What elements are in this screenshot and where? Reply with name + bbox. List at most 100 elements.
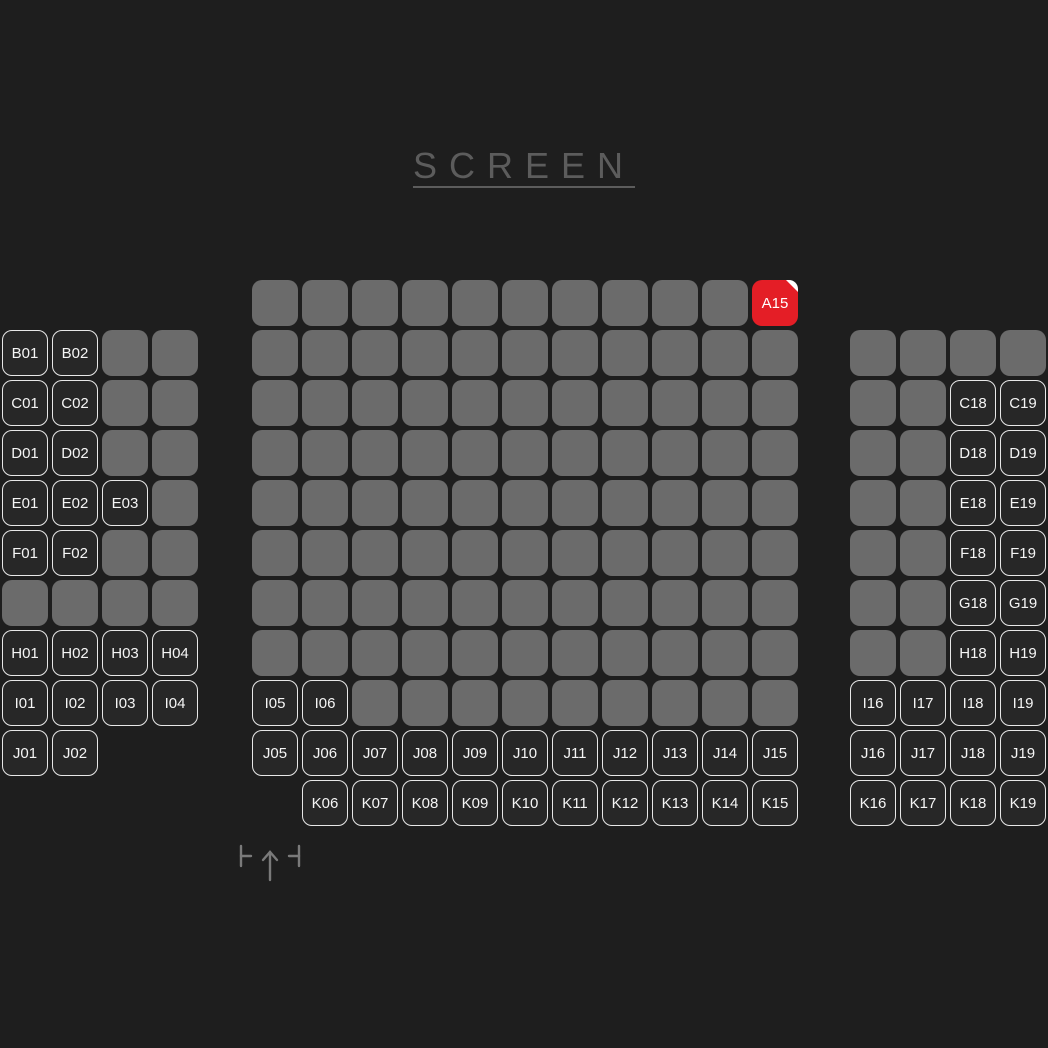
- seat-i17[interactable]: I17: [900, 680, 946, 726]
- seat-j08[interactable]: J08: [402, 730, 448, 776]
- seat-e06: E06: [302, 480, 348, 526]
- seat-j02[interactable]: J02: [52, 730, 98, 776]
- seat-j17[interactable]: J17: [900, 730, 946, 776]
- seat-h19[interactable]: H19: [1000, 630, 1046, 676]
- seat-j05[interactable]: J05: [252, 730, 298, 776]
- seat-i01[interactable]: I01: [2, 680, 48, 726]
- seat-c02[interactable]: C02: [52, 380, 98, 426]
- seat-j18[interactable]: J18: [950, 730, 996, 776]
- seat-d15: D15: [752, 430, 798, 476]
- seat-g07: G07: [352, 580, 398, 626]
- seat-c18[interactable]: C18: [950, 380, 996, 426]
- seat-g06: G06: [302, 580, 348, 626]
- seat-e17: E17: [900, 480, 946, 526]
- seat-b18: B18: [950, 330, 996, 376]
- seat-j12[interactable]: J12: [602, 730, 648, 776]
- seat-i06[interactable]: I06: [302, 680, 348, 726]
- seat-k06[interactable]: K06: [302, 780, 348, 826]
- seat-c19[interactable]: C19: [1000, 380, 1046, 426]
- seat-j06[interactable]: J06: [302, 730, 348, 776]
- seat-f14: F14: [702, 530, 748, 576]
- seat-e18[interactable]: E18: [950, 480, 996, 526]
- seat-h18[interactable]: H18: [950, 630, 996, 676]
- seat-f08: F08: [402, 530, 448, 576]
- seat-k19[interactable]: K19: [1000, 780, 1046, 826]
- seat-c09: C09: [452, 380, 498, 426]
- seat-d19[interactable]: D19: [1000, 430, 1046, 476]
- seat-i16[interactable]: I16: [850, 680, 896, 726]
- seat-k09[interactable]: K09: [452, 780, 498, 826]
- seat-h03[interactable]: H03: [102, 630, 148, 676]
- seat-d18[interactable]: D18: [950, 430, 996, 476]
- seat-d02[interactable]: D02: [52, 430, 98, 476]
- seat-b10: B10: [502, 330, 548, 376]
- seat-b16: B16: [850, 330, 896, 376]
- seat-h01[interactable]: H01: [2, 630, 48, 676]
- seat-j07[interactable]: J07: [352, 730, 398, 776]
- seat-d01[interactable]: D01: [2, 430, 48, 476]
- seat-e19[interactable]: E19: [1000, 480, 1046, 526]
- seat-h04[interactable]: H04: [152, 630, 198, 676]
- seat-f07: F07: [352, 530, 398, 576]
- seat-j01[interactable]: J01: [2, 730, 48, 776]
- seat-g02: G02: [52, 580, 98, 626]
- seat-k13[interactable]: K13: [652, 780, 698, 826]
- seat-k08[interactable]: K08: [402, 780, 448, 826]
- seat-f04: F04: [152, 530, 198, 576]
- seat-g04: G04: [152, 580, 198, 626]
- seat-e13: E13: [652, 480, 698, 526]
- seat-a09: A09: [452, 280, 498, 326]
- seat-j15[interactable]: J15: [752, 730, 798, 776]
- seat-j16[interactable]: J16: [850, 730, 896, 776]
- seat-f02[interactable]: F02: [52, 530, 98, 576]
- seat-i03[interactable]: I03: [102, 680, 148, 726]
- seat-c06: C06: [302, 380, 348, 426]
- seat-b05: B05: [252, 330, 298, 376]
- seat-i04[interactable]: I04: [152, 680, 198, 726]
- seat-j09[interactable]: J09: [452, 730, 498, 776]
- seat-j10[interactable]: J10: [502, 730, 548, 776]
- seat-k15[interactable]: K15: [752, 780, 798, 826]
- seat-k11[interactable]: K11: [552, 780, 598, 826]
- seat-a07: A07: [352, 280, 398, 326]
- seat-d11: D11: [552, 430, 598, 476]
- seat-g18[interactable]: G18: [950, 580, 996, 626]
- seat-h02[interactable]: H02: [52, 630, 98, 676]
- seat-j13[interactable]: J13: [652, 730, 698, 776]
- seat-c12: C12: [602, 380, 648, 426]
- seat-g11: G11: [552, 580, 598, 626]
- seat-k07[interactable]: K07: [352, 780, 398, 826]
- seat-e03[interactable]: E03: [102, 480, 148, 526]
- seat-i05[interactable]: I05: [252, 680, 298, 726]
- seat-j19[interactable]: J19: [1000, 730, 1046, 776]
- seat-d17: D17: [900, 430, 946, 476]
- seat-g19[interactable]: G19: [1000, 580, 1046, 626]
- seat-f19[interactable]: F19: [1000, 530, 1046, 576]
- seat-a12: A12: [602, 280, 648, 326]
- seat-k16[interactable]: K16: [850, 780, 896, 826]
- seat-k12[interactable]: K12: [602, 780, 648, 826]
- seat-j11[interactable]: J11: [552, 730, 598, 776]
- seat-j14[interactable]: J14: [702, 730, 748, 776]
- seat-i18[interactable]: I18: [950, 680, 996, 726]
- seat-i19[interactable]: I19: [1000, 680, 1046, 726]
- seat-k17[interactable]: K17: [900, 780, 946, 826]
- seat-k18[interactable]: K18: [950, 780, 996, 826]
- seat-b08: B08: [402, 330, 448, 376]
- seat-k14[interactable]: K14: [702, 780, 748, 826]
- seat-c05: C05: [252, 380, 298, 426]
- seat-b02[interactable]: B02: [52, 330, 98, 376]
- seat-c01[interactable]: C01: [2, 380, 48, 426]
- seat-b01[interactable]: B01: [2, 330, 48, 376]
- seat-i02[interactable]: I02: [52, 680, 98, 726]
- seat-b19: B19: [1000, 330, 1046, 376]
- seat-g03: G03: [102, 580, 148, 626]
- seat-e01[interactable]: E01: [2, 480, 48, 526]
- seat-f18[interactable]: F18: [950, 530, 996, 576]
- seat-b12: B12: [602, 330, 648, 376]
- seat-e02[interactable]: E02: [52, 480, 98, 526]
- seat-k10[interactable]: K10: [502, 780, 548, 826]
- seat-e08: E08: [402, 480, 448, 526]
- seat-f01[interactable]: F01: [2, 530, 48, 576]
- seat-a15[interactable]: A15: [752, 280, 798, 326]
